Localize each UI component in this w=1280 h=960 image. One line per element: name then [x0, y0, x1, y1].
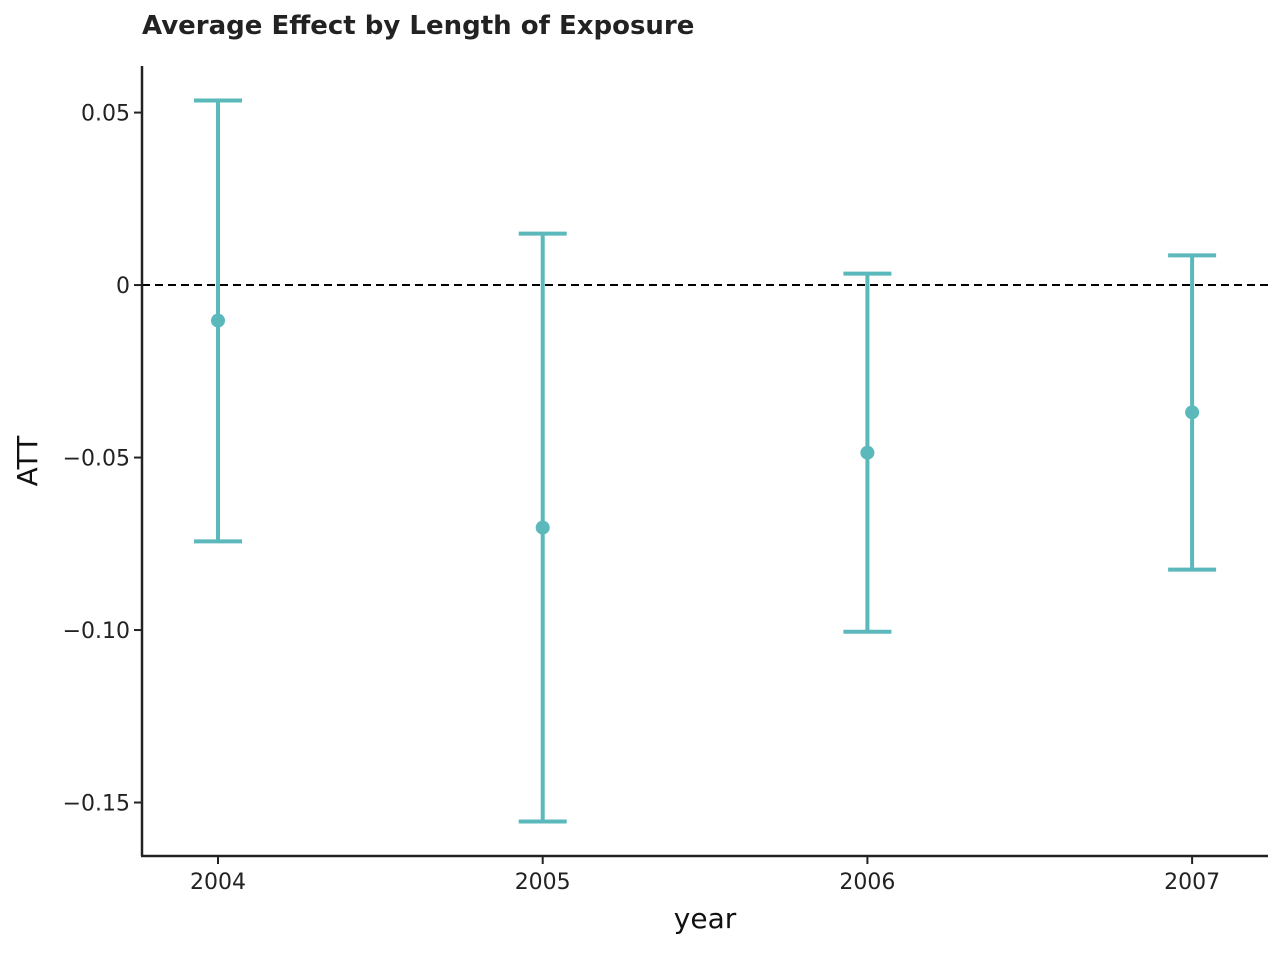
x-tick-label: 2006 — [839, 870, 895, 895]
x-tick-label: 2005 — [515, 870, 571, 895]
error-bar-group — [194, 98, 1217, 824]
y-tick-label: −0.10 — [63, 619, 130, 644]
y-tick-label: 0 — [116, 274, 130, 299]
point-estimate-2007 — [1185, 405, 1200, 420]
y-tick-label: 0.05 — [81, 102, 130, 127]
point-estimate-2004 — [211, 313, 225, 328]
y-tick-label: −0.15 — [63, 792, 130, 817]
x-tick-label: 2004 — [190, 870, 246, 895]
chart-title: Average Effect by Length of Exposure — [142, 11, 694, 41]
y-tick-label: −0.05 — [63, 447, 130, 472]
tick-group: 0.05 0 −0.05 −0.10 −0.15 2004 2005 2006 2007 — [63, 102, 1221, 895]
x-tick-label: 2007 — [1164, 870, 1220, 895]
x-axis-label: year — [674, 902, 737, 935]
point-estimate-2006 — [860, 445, 875, 460]
point-estimate-2005 — [535, 520, 550, 535]
y-axis-label: ATT — [11, 435, 44, 487]
